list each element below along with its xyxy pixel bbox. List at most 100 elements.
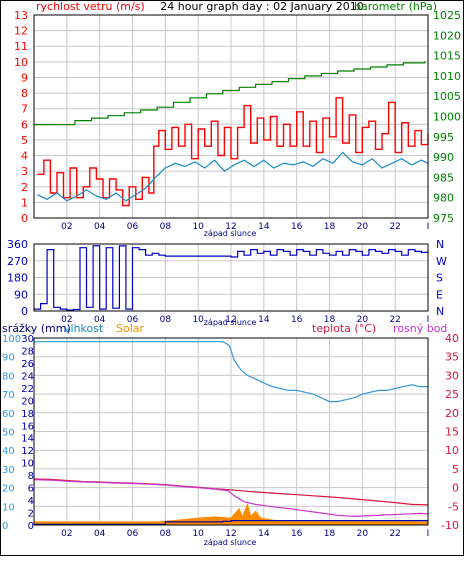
panel1-xtick: 08	[160, 222, 172, 232]
humidity-y-tick: 30	[2, 465, 15, 476]
panel1-xtick: 12	[225, 222, 236, 232]
panel2-xtick: 18	[324, 315, 336, 325]
wind-pressure-panel: 0123456789101112139759809859909951000100…	[14, 9, 461, 232]
direction-compass-label: N	[436, 238, 444, 251]
humidity-y-tick: 50	[2, 428, 15, 439]
humidity-y-tick: 0	[2, 521, 8, 532]
pressure-y-tick: 990	[433, 151, 454, 164]
wind-y-tick: 9	[21, 71, 28, 84]
pressure-y-tick: 1005	[433, 90, 461, 103]
panel2-xtick: 06	[127, 315, 139, 325]
pressure-y-tick: 1015	[433, 50, 461, 63]
wind-y-tick: 11	[14, 40, 28, 53]
rain-y-tick: 20	[21, 396, 34, 407]
direction-y-tick: 0	[21, 305, 28, 318]
panel3-xtick: 20	[357, 529, 369, 539]
rain-y-tick: 4	[28, 496, 34, 507]
wind-y-tick: 8	[21, 87, 28, 100]
panel1-xtick: 06	[127, 222, 139, 232]
panel2-xtick: 10	[192, 315, 204, 325]
wind-y-tick: 1	[21, 196, 28, 209]
rain-y-tick: 0	[28, 521, 34, 532]
panel1-xtick: I	[427, 222, 430, 232]
panel2-xtick: I	[427, 315, 430, 325]
panel3-xtick: 14	[258, 529, 270, 539]
wind-y-tick: 13	[14, 9, 28, 22]
pressure-y-tick: 995	[433, 131, 454, 144]
humidity-temperature-panel: 0246810121416182022242628300102030405060…	[2, 332, 459, 539]
wind-y-tick: 12	[14, 25, 28, 38]
direction-compass-label: E	[436, 288, 443, 301]
temperature-y-tick: 5	[452, 463, 459, 476]
temperature-y-tick: 25	[445, 388, 459, 401]
panel3-xtick: 04	[94, 529, 106, 539]
sunset-label-3: západ slunce	[204, 538, 257, 547]
wind-y-tick: 10	[14, 56, 28, 69]
panel3-xtick: 02	[61, 529, 72, 539]
wind-y-tick: 5	[21, 134, 28, 147]
wind_avg-line	[37, 151, 429, 202]
rain-y-tick: 26	[21, 359, 34, 370]
rain-y-tick: 8	[28, 471, 34, 482]
temperature-y-tick: 15	[445, 426, 459, 439]
pressure-y-tick: 980	[433, 192, 454, 205]
temperature-y-tick: 35	[445, 351, 459, 364]
panel1-xtick: 04	[94, 222, 106, 232]
rain-line	[34, 520, 428, 525]
pressure-y-tick: 985	[433, 171, 454, 184]
rain-y-tick: 10	[21, 459, 34, 470]
panel1-xtick: 16	[291, 222, 303, 232]
rain-y-tick: 24	[21, 371, 34, 382]
rain-y-tick: 6	[28, 484, 34, 495]
rain-y-tick: 28	[21, 346, 34, 357]
sunset-label-2: západ slunce	[204, 318, 257, 327]
panel2-xtick: 08	[160, 315, 172, 325]
direction-y-tick: 360	[7, 238, 28, 251]
pressure-label: barometr (hPa)	[354, 0, 437, 13]
panel3-xtick: 22	[389, 529, 400, 539]
direction-y-tick: 180	[7, 272, 28, 285]
direction-y-tick: 270	[7, 255, 28, 268]
panel3-xtick: 08	[160, 529, 172, 539]
sunset-label-1: západ slunce	[204, 229, 257, 238]
panel2-xtick: 22	[389, 315, 400, 325]
panel3-xtick: 06	[127, 529, 139, 539]
panel2-xtick: 20	[357, 315, 369, 325]
temperature-y-tick: 30	[445, 369, 459, 382]
rain-y-tick: 22	[21, 384, 34, 395]
rain-y-tick: 14	[21, 434, 34, 445]
temperature-label: teplota (°C)	[312, 322, 376, 335]
direction-compass-label: N	[436, 305, 444, 318]
humidity-label: vlhkost	[64, 322, 104, 335]
humidity-y-tick: 60	[2, 409, 15, 420]
panel3-xtick: 12	[225, 529, 236, 539]
solar-label: Solar	[116, 322, 145, 335]
chart-title: 24 hour graph day : 02 January 2010	[160, 0, 364, 13]
pressure-line	[34, 61, 426, 126]
panel2-xtick: 16	[291, 315, 303, 325]
direction-compass-label: W	[436, 255, 447, 268]
panel1-xtick: 10	[192, 222, 204, 232]
humidity-y-tick: 10	[2, 502, 15, 513]
panel2-xtick: 02	[61, 315, 72, 325]
direction-line	[34, 245, 429, 311]
temperature-y-tick: -5	[448, 500, 459, 513]
dew_point-line	[33, 479, 429, 518]
rain-y-tick: 18	[21, 409, 34, 420]
direction-compass-label: S	[436, 272, 443, 285]
panel3-xtick: 18	[324, 529, 336, 539]
wind-y-tick: 3	[21, 165, 28, 178]
panel1-xtick: 18	[324, 222, 336, 232]
panel3-xtick: 16	[291, 529, 303, 539]
panel3-xtick: 10	[192, 529, 204, 539]
rain-y-tick: 16	[21, 421, 34, 432]
dew-point-label: rosný bod	[393, 322, 447, 335]
temperature-y-tick: 20	[445, 407, 459, 420]
rain-y-tick: 30	[21, 334, 34, 345]
panel1-xtick: 14	[258, 222, 270, 232]
panel2-xtick: 12	[225, 315, 236, 325]
temperature-y-tick: 10	[445, 444, 459, 457]
pressure-y-tick: 1010	[433, 70, 461, 83]
